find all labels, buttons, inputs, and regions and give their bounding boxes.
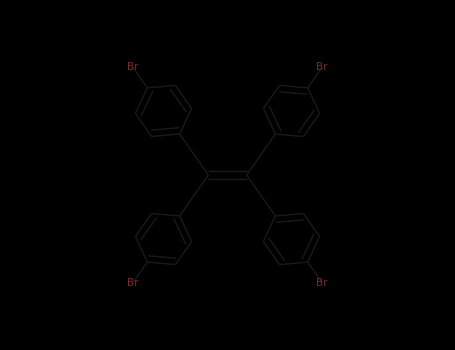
Text: Br: Br [316, 278, 328, 288]
Text: Br: Br [316, 62, 328, 72]
Text: Br: Br [127, 278, 139, 288]
Text: Br: Br [127, 62, 139, 72]
